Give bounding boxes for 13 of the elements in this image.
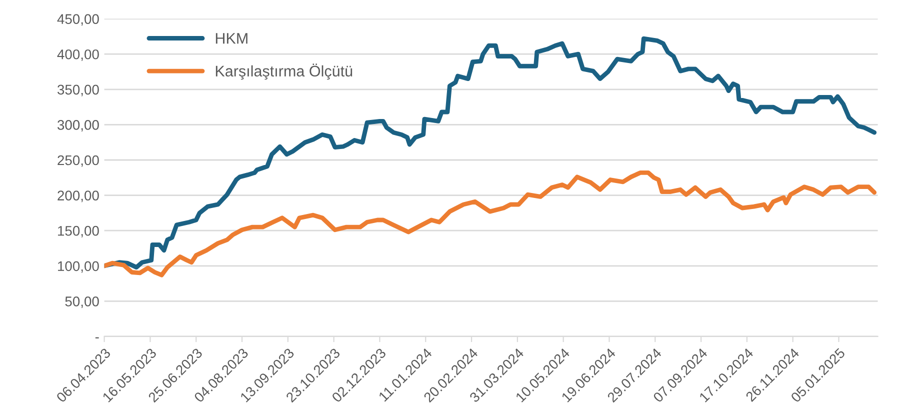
y-tick-label: 200,00 [58,190,99,202]
y-tick-label: 50,00 [65,296,99,308]
y-tick-label: 100,00 [58,261,99,273]
y-tick-label: 150,00 [58,226,99,238]
y-tick-label: 400,00 [57,49,99,61]
y-tick-label: - [95,337,99,338]
y-tick-label: 450,00 [57,14,99,26]
y-tick-label: 300,00 [57,120,99,132]
legend-label: Karşılaştırma Ölçütü [216,64,352,80]
y-tick-label: 350,00 [57,84,99,96]
line-series [104,170,877,278]
legend-label: HKM [216,33,248,44]
y-tick-label: 250,00 [58,155,99,167]
